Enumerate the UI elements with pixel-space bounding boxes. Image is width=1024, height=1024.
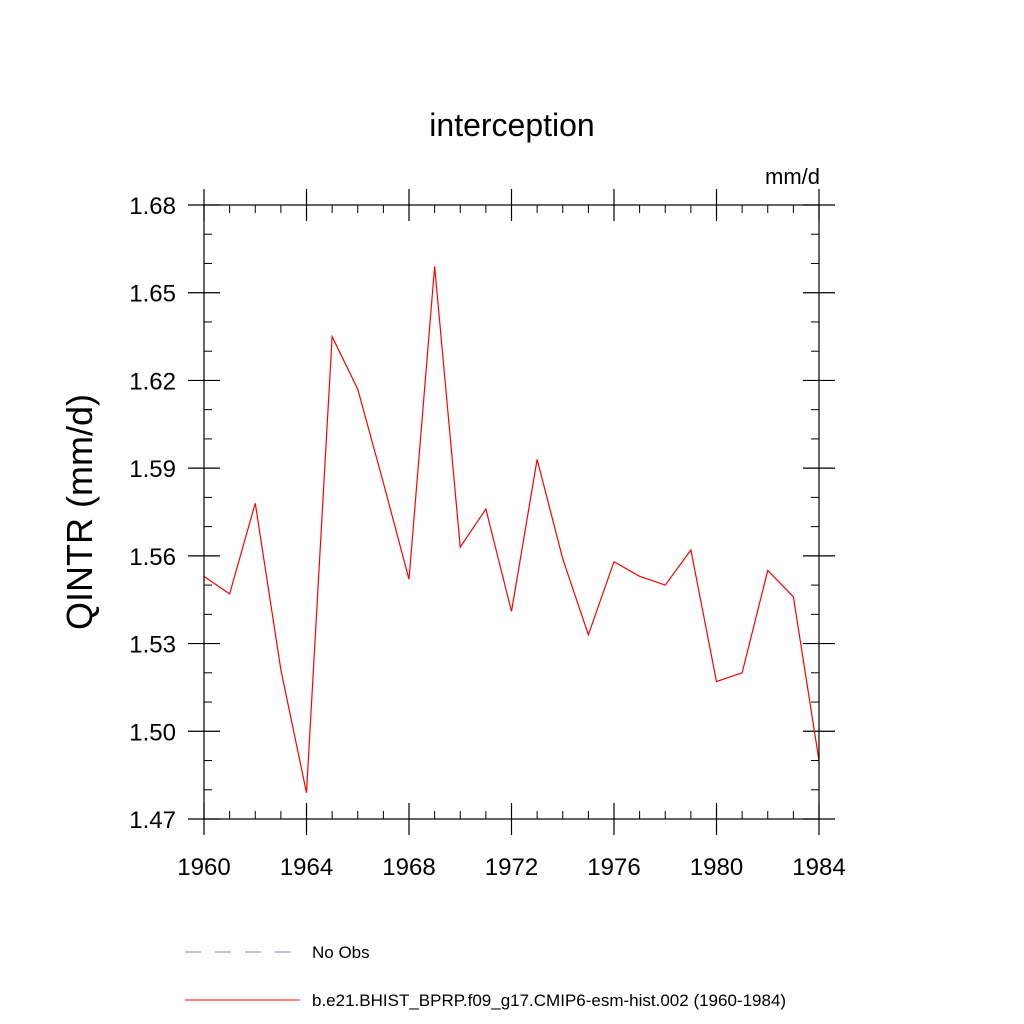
y-tick-label: 1.68 (129, 193, 176, 220)
x-tick-label: 1964 (280, 854, 333, 881)
y-tick-label: 1.62 (129, 368, 176, 395)
chart-title: interception (429, 107, 594, 143)
y-tick-label: 1.65 (129, 281, 176, 308)
y-axis-label: QINTR (mm/d) (59, 394, 100, 630)
minor-ticks (204, 205, 819, 819)
x-tick-label: 1980 (690, 854, 743, 881)
y-tick-label: 1.47 (129, 807, 176, 834)
series-line (203, 266, 820, 793)
x-tick-labels: 1960 1964 1968 1972 1976 1980 1984 (177, 854, 845, 881)
units-label: mm/d (765, 164, 820, 189)
x-tick-label: 1972 (485, 854, 538, 881)
legend-label-no-obs: No Obs (312, 943, 370, 962)
series-layer (203, 266, 820, 793)
x-tick-label: 1984 (792, 854, 845, 881)
major-ticks (188, 189, 835, 835)
x-tick-label: 1960 (177, 854, 230, 881)
y-tick-label: 1.56 (129, 544, 176, 571)
x-tick-label: 1976 (587, 854, 640, 881)
plot-frame (203, 204, 820, 820)
legend-label-series: b.e21.BHIST_BPRP.f09_g17.CMIP6-esm-hist.… (312, 991, 786, 1010)
y-tick-label: 1.50 (129, 719, 176, 746)
y-tick-label: 1.53 (129, 632, 176, 659)
y-tick-labels: 1.47 1.50 1.53 1.56 1.59 1.62 1.65 1.68 (129, 193, 176, 834)
x-tick-label: 1968 (382, 854, 435, 881)
y-tick-label: 1.59 (129, 456, 176, 483)
legend: No Obs b.e21.BHIST_BPRP.f09_g17.CMIP6-es… (185, 943, 786, 1010)
